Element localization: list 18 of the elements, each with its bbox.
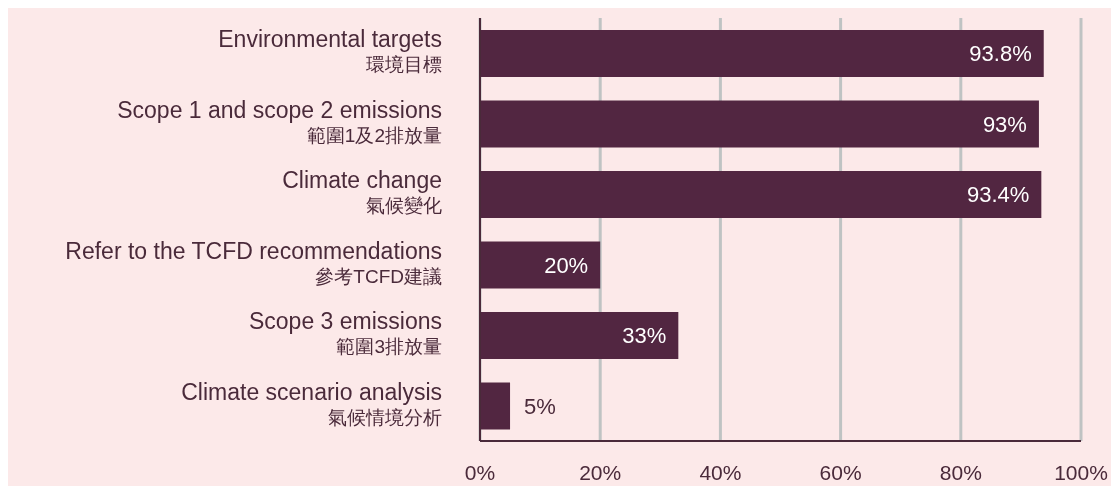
y-tick-label: Refer to the TCFD recommendations 參考TCFD建議	[65, 237, 442, 287]
data-label: 93.8%	[969, 41, 1032, 67]
data-label: 93.4%	[966, 182, 1030, 208]
x-tick-label: 0%	[464, 460, 496, 484]
data-label: 33%	[622, 323, 667, 349]
x-tick-label: 100%	[1054, 460, 1108, 484]
y-tick-label: Climate change 氣候變化	[282, 167, 442, 217]
data-label: 5%	[524, 393, 556, 419]
x-tick-label: 40%	[699, 460, 742, 484]
x-tick-label: 80%	[939, 460, 982, 484]
y-tick-label: Environmental targets 環境目標	[218, 26, 442, 76]
x-tick-label: 60%	[819, 460, 862, 484]
data-label: 20%	[544, 252, 589, 278]
y-tick-label: Climate scenario analysis 氣候情境分析	[181, 378, 442, 428]
y-tick-label: Scope 1 and scope 2 emissions 範圍1及2排放量	[117, 96, 442, 146]
data-label: 93%	[982, 111, 1027, 137]
y-tick-label: Scope 3 emissions 範圍3排放量	[248, 308, 442, 358]
x-tick-label: 20%	[579, 460, 622, 484]
